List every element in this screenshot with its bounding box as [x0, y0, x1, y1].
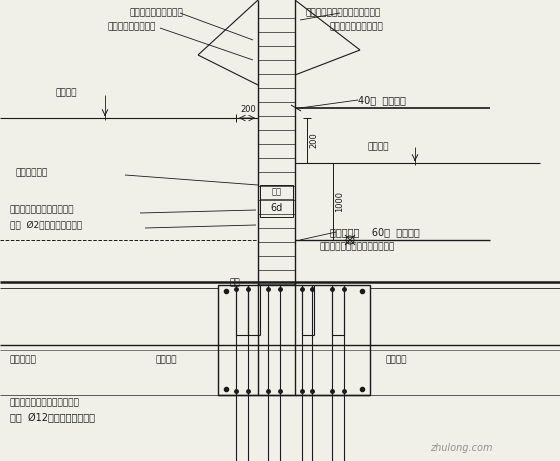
Text: 1000: 1000: [335, 191, 344, 212]
Text: 室外地面: 室外地面: [368, 142, 390, 151]
Text: 电焊: 电焊: [272, 188, 282, 196]
Text: 200: 200: [309, 133, 318, 148]
Text: 柱身两条主筋各加一条帮加: 柱身两条主筋各加一条帮加: [10, 205, 74, 214]
Text: 桩身主筋: 桩身主筋: [155, 355, 176, 364]
Text: 锁与暗装引下线焊接: 锁与暗装引下线焊接: [108, 22, 156, 31]
Text: 至调各保安地根据（联合接地）: 至调各保安地根据（联合接地）: [320, 242, 395, 251]
Text: 靠近引出线的两个套箍: 靠近引出线的两个套箍: [130, 8, 184, 17]
Text: 接地连接线    60？  镀锦扁钉: 接地连接线 60？ 镀锦扁钉: [330, 227, 420, 237]
Text: 200: 200: [240, 105, 256, 114]
Text: 地极引出线与柱内纵向钉筋焊接: 地极引出线与柱内纵向钉筋焊接: [305, 8, 380, 17]
Text: 基础啡底筋: 基础啡底筋: [10, 355, 37, 364]
Text: （作接地电阴测试点）: （作接地电阴测试点）: [330, 22, 384, 31]
Text: zhulong.com: zhulong.com: [430, 443, 492, 453]
Text: 40？  镀锦扁钉: 40？ 镀锦扁钉: [358, 95, 406, 105]
Text: 基础啡两条底筋各加一条帮加: 基础啡两条底筋各加一条帮加: [10, 398, 80, 407]
Text: 6d: 6d: [270, 203, 283, 213]
Bar: [260, 185, 293, 217]
Text: 室内地面: 室内地面: [55, 88, 77, 97]
Text: 桩帽: 桩帽: [230, 278, 241, 287]
Text: 钉筋  Ø12与箭素引下线焊接: 钉筋 Ø12与箭素引下线焊接: [10, 413, 95, 423]
Bar: [218, 285, 370, 395]
Text: 柱内纵向钉筋: 柱内纵向钉筋: [15, 168, 47, 177]
Text: 桩身主筋: 桩身主筋: [385, 355, 407, 364]
Text: 钉筋  Ø2与箭素引下线焊接: 钉筋 Ø2与箭素引下线焊接: [10, 220, 82, 229]
